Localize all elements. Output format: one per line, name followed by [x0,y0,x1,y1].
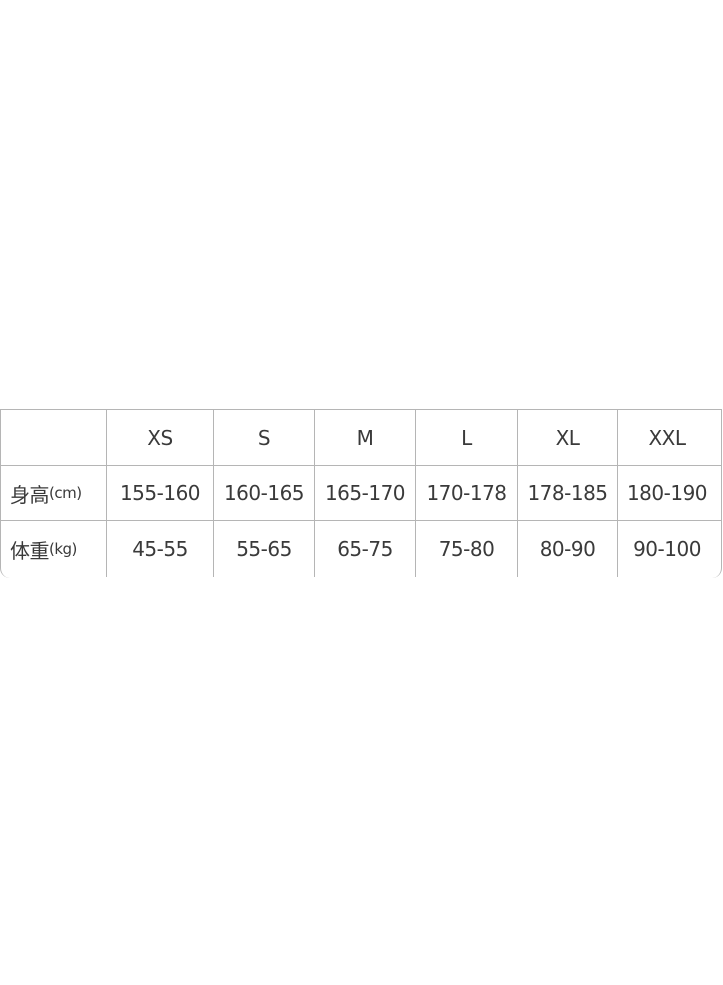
weight-cell: 75-80 [438,537,495,561]
header-size-m: M [356,425,374,450]
row-unit: (kg) [49,540,77,558]
height-cell: 165-170 [324,481,406,505]
row-label-weight: 体重 (kg) [0,521,106,577]
height-cell: 178-185 [527,481,608,505]
height-cell: 160-165 [223,481,305,505]
column-divider [106,409,107,577]
column-divider [517,409,518,577]
row-label-text: 身高 [10,482,50,507]
column-divider [314,409,315,577]
weight-cell: 80-90 [539,537,596,561]
weight-cell: 55-65 [236,537,292,561]
weight-cell: 90-100 [633,537,701,561]
header-size-l: L [461,425,472,450]
height-cell: 170-178 [426,481,507,505]
height-cell: 180-190 [626,481,708,505]
height-cell: 155-160 [119,481,201,505]
column-divider [213,409,214,577]
row-label-text: 体重 [10,538,50,563]
row-divider [0,520,722,521]
row-label-height: 身高 (cm) [0,466,106,520]
column-divider [617,409,618,577]
size-chart-table [0,409,722,578]
header-size-xl: XL [555,425,580,450]
weight-cell: 45-55 [132,537,188,561]
row-unit: (cm) [49,484,82,502]
header-size-xxl: XXL [648,425,686,450]
column-divider [415,409,416,577]
header-size-xs: XS [147,425,173,450]
row-divider [0,465,722,466]
weight-cell: 65-75 [337,537,393,561]
header-size-s: S [257,425,271,450]
